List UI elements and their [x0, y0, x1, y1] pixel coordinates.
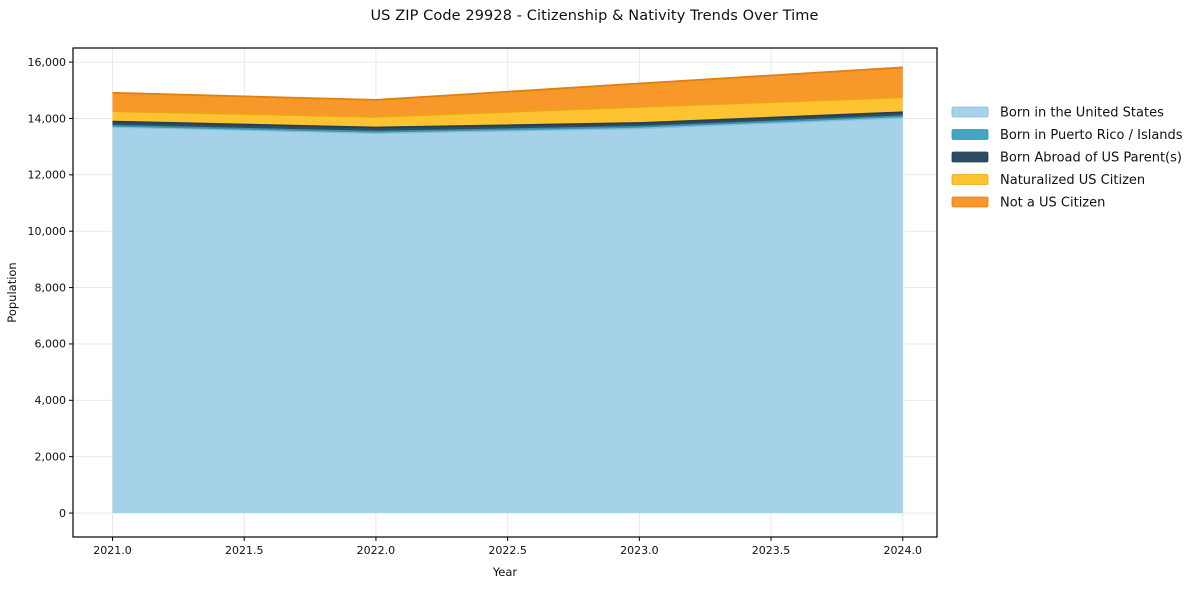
- area-band-born-in-the-united-states: [112, 117, 903, 513]
- x-tick-label: 2023.5: [752, 544, 791, 557]
- legend-swatch: [951, 129, 989, 140]
- y-tick-label: 16,000: [28, 56, 67, 69]
- x-tick-label: 2023.0: [620, 544, 659, 557]
- legend-label: Not a US Citizen: [1000, 196, 1105, 211]
- x-tick-label: 2021.0: [93, 544, 132, 557]
- legend-item: Born Abroad of US Parent(s): [951, 151, 1182, 166]
- legend-label: Born in the United States: [1000, 106, 1164, 121]
- legend-swatch: [951, 196, 989, 208]
- x-tick-label: 2021.5: [225, 544, 264, 557]
- area-edge-line: [112, 116, 903, 135]
- legend-label: Naturalized US Citizen: [1000, 173, 1145, 188]
- x-tick-label: 2022.5: [488, 544, 527, 557]
- area-edge-line: [112, 96, 903, 118]
- area-edge-line: [112, 111, 903, 129]
- legend-label: Born in Puerto Rico / Islands: [1000, 128, 1183, 143]
- legend-item: Born in the United States: [951, 106, 1164, 121]
- y-tick-label: 12,000: [28, 169, 67, 182]
- area-edge-line: [112, 115, 903, 133]
- legend-swatch: [951, 174, 989, 185]
- area-edge-line: [112, 66, 903, 101]
- y-tick-label: 6,000: [35, 338, 67, 351]
- y-tick-label: 10,000: [28, 225, 67, 238]
- legend-swatch: [951, 106, 989, 118]
- y-tick-label: 0: [59, 507, 66, 520]
- y-tick-label: 8,000: [35, 281, 67, 294]
- y-tick-label: 2,000: [35, 450, 67, 463]
- y-tick-label: 14,000: [28, 112, 67, 125]
- legend-item: Not a US Citizen: [951, 196, 1105, 211]
- legend: Born in the United States Born in Puerto …: [951, 106, 1183, 211]
- legend-item: Naturalized US Citizen: [951, 173, 1145, 188]
- legend-item: Born in Puerto Rico / Islands: [951, 128, 1183, 143]
- y-tick-label: 4,000: [35, 394, 67, 407]
- x-axis-label: Year: [492, 565, 518, 579]
- legend-swatch: [951, 151, 989, 163]
- x-tick-label: 2022.0: [357, 544, 396, 557]
- y-axis-label: Population: [5, 262, 19, 322]
- x-tick-label: 2024.0: [884, 544, 923, 557]
- chart-title: US ZIP Code 29928 - Citizenship & Nativi…: [370, 8, 819, 24]
- legend-label: Born Abroad of US Parent(s): [1000, 151, 1182, 166]
- axes-spines: [72, 47, 938, 538]
